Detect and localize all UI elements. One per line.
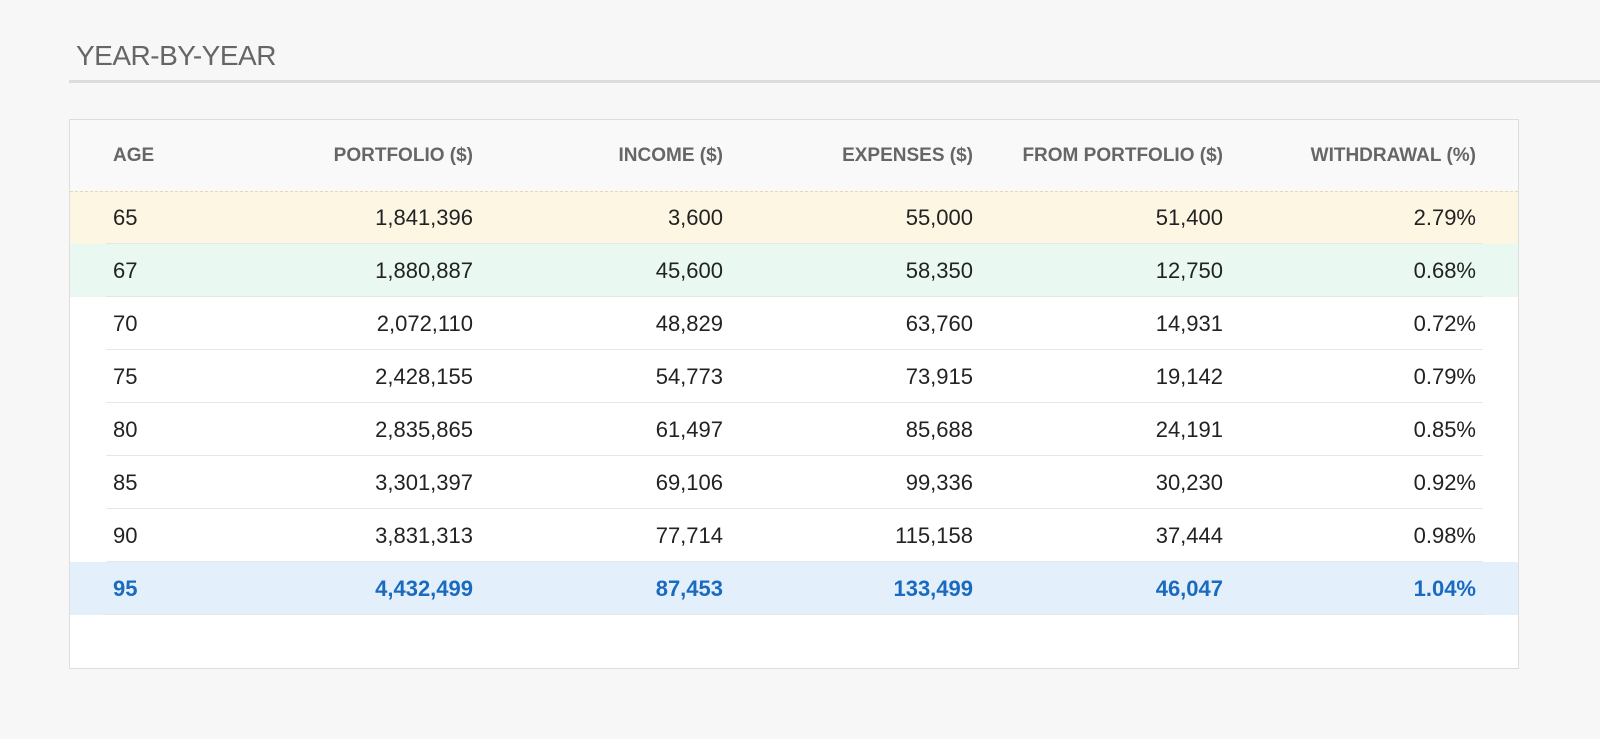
- column-header: INCOME ($): [618, 144, 724, 166]
- title-rule: [69, 80, 1600, 83]
- table-row: 65 1,841,396 3,600 55,000 51,400 2.79%: [70, 191, 1518, 244]
- column-header: EXPENSES ($): [842, 144, 973, 166]
- table-cell: 1,880,887: [375, 257, 473, 283]
- table-cell: 87,453: [655, 575, 723, 601]
- column-header: AGE: [113, 144, 155, 166]
- table-cell: 69,106: [655, 469, 723, 495]
- table-cell: 3,831,313: [375, 522, 473, 548]
- table-cell: 2,835,865: [375, 416, 473, 442]
- table-cell: 12,750: [1155, 257, 1223, 283]
- column-header: WITHDRAWAL (%): [1310, 144, 1476, 166]
- table-row: 85 3,301,397 69,106 99,336 30,230 0.92%: [70, 456, 1518, 509]
- table-row: 80 2,835,865 61,497 85,688 24,191 0.85%: [70, 403, 1518, 456]
- table-cell: 63,760: [905, 310, 973, 336]
- column-header: PORTFOLIO ($): [333, 144, 473, 166]
- table-cell: 80: [113, 416, 138, 442]
- table-cell: 48,829: [655, 310, 723, 336]
- column-header: FROM PORTFOLIO ($): [1022, 144, 1223, 166]
- table-cell: 0.72%: [1413, 310, 1476, 336]
- table-cell: 3,600: [667, 205, 723, 230]
- table-cell: 61,497: [655, 416, 723, 442]
- table-cell: 24,191: [1155, 416, 1223, 442]
- table-cell: 75: [113, 363, 138, 389]
- table-cell: 19,142: [1155, 363, 1223, 389]
- table-cell: 0.68%: [1413, 257, 1476, 283]
- table-cell: 115,158: [895, 522, 973, 548]
- table-cell: 4,432,499: [375, 575, 473, 601]
- table-row: 95 4,432,499 87,453 133,499 46,047 1.04%: [70, 562, 1518, 615]
- table-cell: 95: [113, 575, 138, 601]
- table-cell: 14,931: [1155, 310, 1223, 336]
- table-cell: 90: [113, 522, 138, 548]
- table-row: 75 2,428,155 54,773 73,915 19,142 0.79%: [70, 350, 1518, 403]
- table-cell: 51,400: [1155, 205, 1223, 230]
- table-cell: 0.98%: [1413, 522, 1476, 548]
- table-cell: 70: [113, 310, 138, 336]
- table-cell: 67: [113, 257, 138, 283]
- table-row: 70 2,072,110 48,829 63,760 14,931 0.72%: [70, 297, 1518, 350]
- table-cell: 85: [113, 469, 138, 495]
- table-cell: 1.04%: [1413, 575, 1476, 601]
- table-cell: 54,773: [655, 363, 723, 389]
- table-cell: 73,915: [905, 363, 973, 389]
- table-cell: 37,444: [1155, 522, 1223, 548]
- year-table: AGE PORTFOLIO ($) INCOME ($) EXPENSES ($) FR…: [69, 119, 1519, 669]
- table-cell: 46,047: [1155, 575, 1223, 601]
- table-cell: 133,499: [893, 575, 973, 601]
- table-cell: 2.79%: [1413, 205, 1476, 230]
- table-cell: 0.79%: [1413, 363, 1476, 389]
- table-cell: 30,230: [1155, 469, 1223, 495]
- table-cell: 58,350: [905, 257, 973, 283]
- table-cell: 99,336: [905, 469, 973, 495]
- table-cell: 0.85%: [1413, 416, 1476, 442]
- section-title: YEAR-BY-YEAR: [76, 40, 276, 71]
- table-cell: 55,000: [905, 205, 973, 230]
- table-cell: 85,688: [905, 416, 973, 442]
- table-cell: 3,301,397: [375, 469, 473, 495]
- table-row: 90 3,831,313 77,714 115,158 37,444 0.98%: [70, 509, 1518, 562]
- table-header: AGE PORTFOLIO ($) INCOME ($) EXPENSES ($) FR…: [70, 120, 1518, 191]
- table-cell: 1,841,396: [375, 205, 473, 230]
- table-cell: 2,072,110: [376, 310, 473, 336]
- table-row: 67 1,880,887 45,600 58,350 12,750 0.68%: [70, 244, 1518, 297]
- table-cell: 45,600: [655, 257, 723, 283]
- table-cell: 77,714: [655, 522, 723, 548]
- table-cell: 2,428,155: [375, 363, 473, 389]
- table-cell: 65: [113, 205, 138, 230]
- table-cell: 0.92%: [1413, 469, 1476, 495]
